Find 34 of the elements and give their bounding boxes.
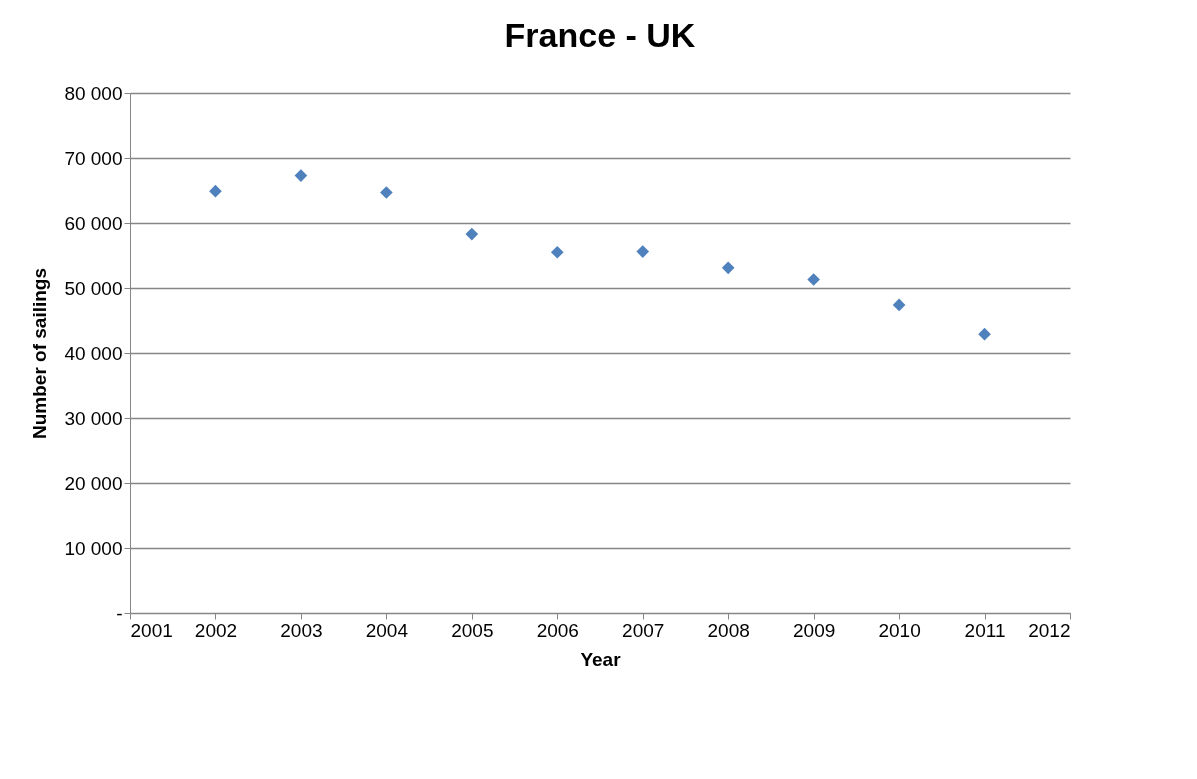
x-tick-label: 2007 [622, 619, 665, 641]
point [380, 186, 393, 199]
point [892, 298, 906, 312]
point [465, 227, 479, 241]
y-tick-label: 50 000 [64, 277, 123, 299]
x-tick-label: 2002 [194, 619, 238, 641]
x-tick-label: 2001 [130, 619, 173, 641]
chart-title: France - UK [504, 16, 696, 54]
y-tick-label: 40 000 [64, 342, 123, 364]
point [550, 245, 564, 259]
point [807, 273, 820, 286]
x-tick-label: 2008 [707, 619, 750, 641]
x-tick-label: 2004 [365, 619, 409, 641]
y-tick-label: 60 000 [64, 212, 123, 234]
x-axis-title: Year [580, 648, 622, 670]
x-tick-label: 2012 [1028, 619, 1071, 641]
y-tick-label: 30 000 [64, 407, 123, 429]
y-tick-label: - [116, 602, 123, 624]
x-tick-label: 2005 [451, 619, 494, 641]
point [721, 261, 735, 275]
x-tick-label: 2006 [536, 619, 579, 641]
y-tick-label: 10 000 [64, 537, 123, 559]
x-tick-label: 2011 [964, 619, 1006, 641]
point [978, 327, 991, 341]
x-tick-label: 2009 [793, 619, 836, 641]
y-tick-label: 80 000 [64, 82, 123, 104]
x-tick-label: 2010 [878, 619, 921, 641]
point [636, 245, 650, 258]
y-tick-label: 70 000 [64, 147, 123, 169]
y-tick-label: 20 000 [64, 472, 123, 494]
y-axis-title: Number of sailings [29, 267, 51, 440]
x-tick-label: 2003 [280, 619, 323, 641]
point [294, 169, 308, 182]
point [209, 184, 222, 198]
